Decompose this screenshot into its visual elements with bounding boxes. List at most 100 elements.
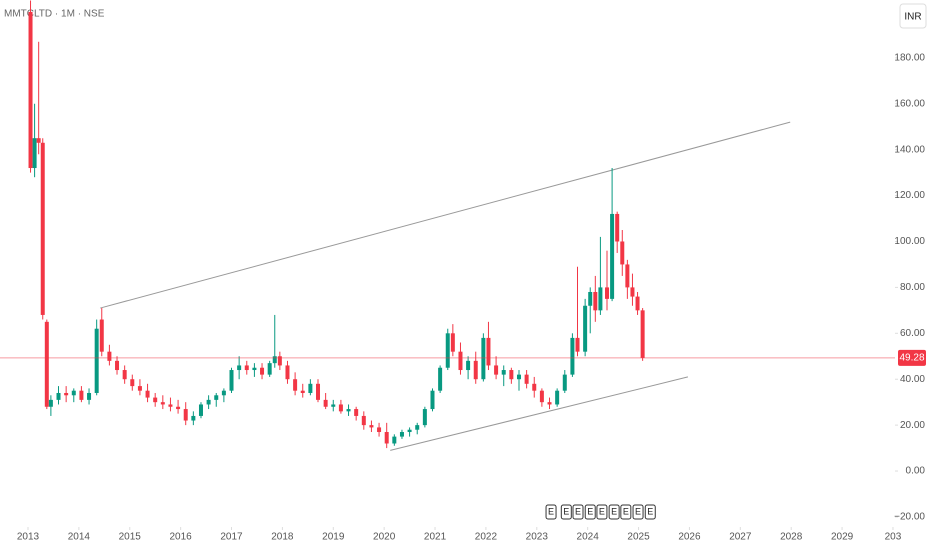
earnings-marker [620, 504, 632, 520]
y-tick-label: 120.00 [894, 190, 925, 201]
candle-body [214, 395, 219, 400]
earnings-marker [584, 504, 596, 520]
candle-body [87, 392, 92, 400]
candle-body [99, 319, 104, 352]
x-tick-label: 2015 [119, 532, 142, 543]
candle-body [94, 328, 99, 393]
candle-body [130, 379, 135, 387]
candle-body [300, 390, 305, 393]
candle-body [494, 365, 499, 375]
candle-body [473, 360, 478, 380]
x-tick-label: 2029 [831, 532, 854, 543]
candle-body [40, 142, 45, 315]
candle-body [221, 390, 226, 396]
candle-body [369, 425, 374, 428]
price-label-box [898, 349, 926, 366]
trend-line [390, 376, 689, 451]
candle-body [630, 287, 635, 297]
candle-body [593, 291, 598, 311]
candle-body [532, 383, 537, 391]
x-tick-label: 2023 [526, 532, 549, 543]
x-tick-label: 203 [885, 532, 902, 543]
earnings-marker [632, 504, 644, 520]
earnings-label: E [548, 506, 554, 516]
y-tick-label: 60.00 [900, 328, 925, 339]
candle-body [316, 383, 321, 400]
earnings-label: E [623, 506, 629, 516]
candle-body [605, 287, 610, 299]
candle-body [415, 425, 420, 430]
candle-body [450, 333, 455, 352]
candle-body [137, 386, 142, 391]
candle-body [430, 390, 435, 410]
earnings-marker [596, 504, 608, 520]
candle-body [122, 370, 127, 380]
earnings-marker [560, 504, 572, 520]
x-tick-label: 2022 [475, 532, 498, 543]
y-tick-label: 20.00 [900, 420, 925, 431]
candle-body [377, 427, 382, 433]
candle-body [48, 399, 53, 407]
x-tick-label: 2017 [220, 532, 243, 543]
candle-body [354, 409, 359, 416]
y-tick-label: −20.00 [894, 512, 925, 523]
x-tick-label: 2014 [68, 532, 91, 543]
candle-body [277, 356, 282, 366]
x-tick-label: 2025 [627, 532, 650, 543]
earnings-marker [545, 504, 557, 520]
candle-body [28, 11, 33, 169]
trend-line [100, 121, 791, 309]
candle-body [260, 367, 265, 375]
candle-body [308, 383, 313, 393]
candle-body [625, 264, 630, 288]
earnings-marker [608, 504, 620, 520]
candle-body [160, 402, 165, 405]
chart-title: MMTCLTD · 1M · NSE [4, 9, 105, 20]
candle-body [610, 213, 615, 299]
candle-body [620, 241, 625, 265]
x-tick-label: 2019 [322, 532, 345, 543]
candle-body [168, 404, 173, 407]
earnings-label: E [647, 506, 653, 516]
candle-body [71, 390, 76, 396]
earnings-label: E [587, 506, 593, 516]
candle-body [229, 370, 234, 391]
candle-body [501, 370, 506, 375]
candle-body [244, 365, 249, 371]
x-tick-label: 2021 [424, 532, 447, 543]
candle-body [555, 390, 560, 405]
candle-body [583, 305, 588, 352]
candle-body [562, 374, 567, 391]
candle-body [486, 337, 491, 366]
candle-body [346, 409, 351, 412]
candle-body [237, 365, 242, 371]
candle-body [458, 351, 463, 371]
candle-body [79, 390, 84, 400]
candle-body [598, 287, 603, 311]
x-tick-label: 2013 [17, 532, 40, 543]
earnings-label: E [563, 506, 569, 516]
currency-button[interactable] [899, 3, 927, 29]
candle-body [115, 360, 120, 371]
candle-body [145, 390, 150, 398]
earnings-label: E [575, 506, 581, 516]
candle-body [285, 365, 290, 380]
y-tick-label: 140.00 [894, 144, 925, 155]
x-tick-label: 2026 [678, 532, 701, 543]
x-tick-label: 2018 [271, 532, 294, 543]
candle-body [64, 392, 69, 396]
y-tick-label: 100.00 [894, 236, 925, 247]
candle-body [466, 360, 471, 371]
candle-body [32, 138, 37, 169]
candle-body [509, 370, 514, 380]
candle-body [272, 356, 277, 364]
candle-body [176, 406, 181, 410]
earnings-label: E [599, 506, 605, 516]
candle-body [445, 333, 450, 368]
candle-body [206, 399, 211, 405]
earnings-label: E [611, 506, 617, 516]
currency-label[interactable]: INR [904, 12, 921, 23]
candle-body [588, 291, 593, 306]
